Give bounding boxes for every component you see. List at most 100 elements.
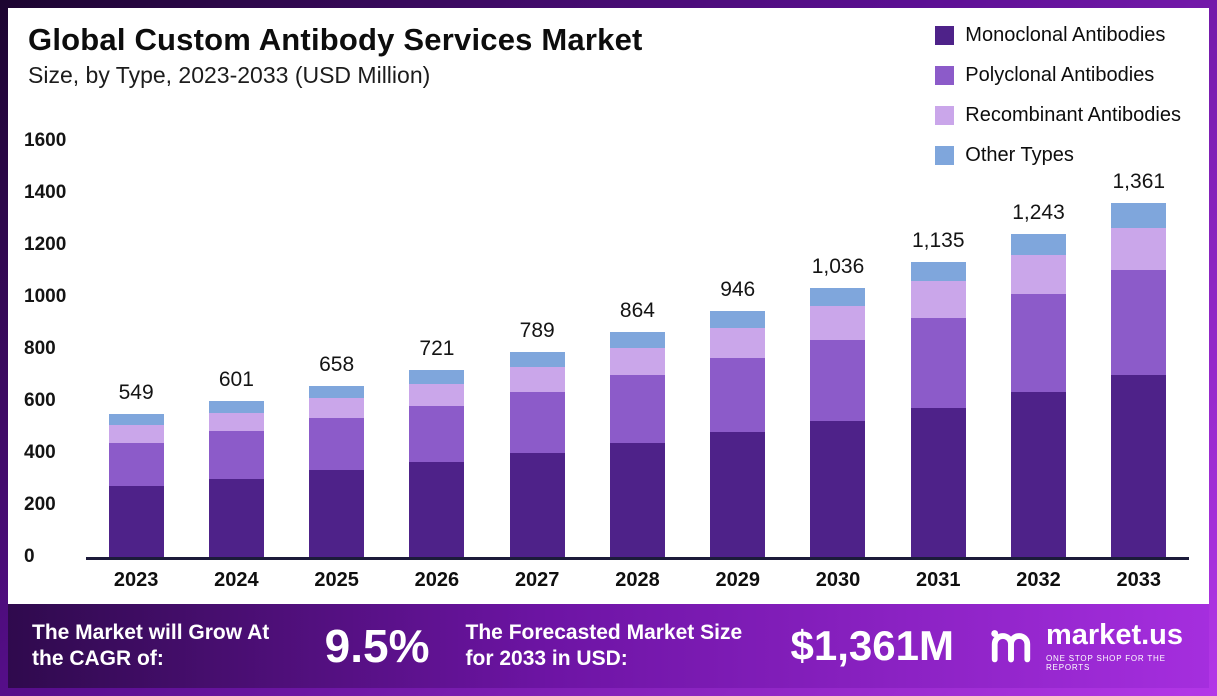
x-tick-label: 2027 [514,569,560,591]
bar-segment [810,339,866,421]
bottom-banner: The Market will Grow At the CAGR of: 9.5… [8,604,1209,688]
bar-segment [609,442,665,557]
bar-value-label: 658 [319,352,355,376]
bar-2031: 1,135 [910,229,966,557]
bar-2025: 658 [309,353,365,557]
legend-label: Other Types [965,144,1074,166]
bar-segment [409,384,465,407]
x-tick-label: 2033 [1116,569,1162,591]
legend-swatch [935,66,955,85]
legend-item: Recombinant Antibodies [935,104,1181,127]
y-axis: 1600 1400 1200 1000 800 600 400 200 0 [24,131,86,567]
bar-slot: 601 [186,141,286,557]
bar-2030: 1,036 [810,255,866,557]
bar-value-label: 1,135 [911,228,965,252]
bar-segment [409,462,465,557]
legend-label: Polyclonal Antibodies [965,64,1155,86]
y-tick-label: 600 [24,390,56,411]
page-subtitle: Size, by Type, 2023-2033 (USD Million) [28,61,431,88]
bar-segment [810,287,866,307]
chart-area: Global Custom Antibody Services Market S… [8,8,1209,604]
bar-segment [810,306,866,340]
bar-segment [710,328,766,359]
bar-segment [509,391,565,453]
chart-header: Global Custom Antibody Services Market S… [28,22,643,89]
bar-2033: 1,361 [1111,170,1167,557]
brand-text: market.us One Stop Shop For The Reports [1045,620,1183,672]
bar-segment [1111,228,1167,270]
y-tick-label: 800 [24,338,56,359]
x-tick-label: 2031 [916,569,961,591]
brand-tagline: One Stop Shop For The Reports [1045,653,1166,672]
bar-slot: 658 [287,141,387,557]
bar-2023: 549 [108,381,164,557]
bar-segment [1011,255,1067,295]
bar-2026: 721 [409,337,465,557]
bar-segment [910,317,966,408]
bar-slot: 549 [86,141,186,557]
bar-segment [1011,294,1067,392]
bar-segment [208,412,264,431]
x-tick-label: 2023 [113,569,159,591]
bar-segment [309,398,365,418]
cagr-value: 9.5% [324,620,430,672]
infographic: Global Custom Antibody Services Market S… [8,8,1209,688]
bar-segment [609,375,665,443]
bar-value-label: 549 [118,381,154,405]
bar-segment [108,414,164,426]
y-tick-label: 1000 [24,286,67,307]
bar-slot: 1,036 [788,141,888,557]
bar-segment [609,332,665,348]
bar-value-label: 864 [619,299,655,323]
legend-swatch [935,26,955,45]
bars-plot: 549 601 658 721 789 864 946 1,036 1,135 1,243 1,36… [86,141,1189,560]
bar-value-label: 1,243 [1012,200,1065,224]
forecast-label: The Forecasted Market Size for 2033 in U… [465,620,743,670]
brand-block: market.us One Stop Shop For The Reports [988,620,1183,672]
x-tick-label: 2030 [815,569,861,591]
bar-slot: 864 [587,141,687,557]
bar-segment [409,406,465,463]
bar-segment [910,281,966,318]
y-tick-label: 1600 [24,130,67,151]
bar-value-label: 946 [720,278,756,302]
bar-segment [710,358,766,433]
x-tick-label: 2025 [314,569,359,591]
x-tick-label: 2028 [615,569,660,591]
y-tick-label: 1200 [24,234,67,255]
bar-2024: 601 [208,368,264,557]
legend-item: Other Types [935,144,1181,167]
bar-segment [208,400,264,413]
bar-2029: 946 [710,278,766,557]
legend-item: Polyclonal Antibodies [935,64,1181,87]
bar-segment [810,420,866,557]
bar-2028: 864 [609,299,665,557]
x-tick-label: 2029 [715,569,760,591]
legend-label: Recombinant Antibodies [965,104,1181,126]
forecast-value: $1,361M [790,622,954,669]
y-tick-label: 200 [24,494,56,515]
bar-segment [309,417,365,470]
bar-slot: 1,135 [888,141,988,557]
bar-2032: 1,243 [1011,201,1067,557]
bar-segment [208,479,264,557]
x-tick-label: 2032 [1016,569,1061,591]
legend-item: Monoclonal Antibodies [935,24,1181,47]
x-axis-labels: 2023 2024 2025 2026 2027 2028 2029 2030 2031 2032… [86,569,1189,592]
page-title: Global Custom Antibody Services Market [28,22,643,57]
bar-segment [309,469,365,557]
bar-segment [509,351,565,368]
bar-segment [309,385,365,399]
bar-slot: 789 [487,141,587,557]
bar-segment [509,453,565,557]
bar-value-label: 721 [419,336,455,360]
bar-segment [208,430,264,479]
bar-segment [409,369,465,385]
bar-segment [1111,269,1167,375]
legend: Monoclonal Antibodies Polyclonal Antibodi… [935,24,1181,167]
bar-slot: 721 [387,141,487,557]
bar-segment [710,432,766,557]
bar-2027: 789 [509,319,565,557]
x-tick-label: 2024 [214,569,259,591]
